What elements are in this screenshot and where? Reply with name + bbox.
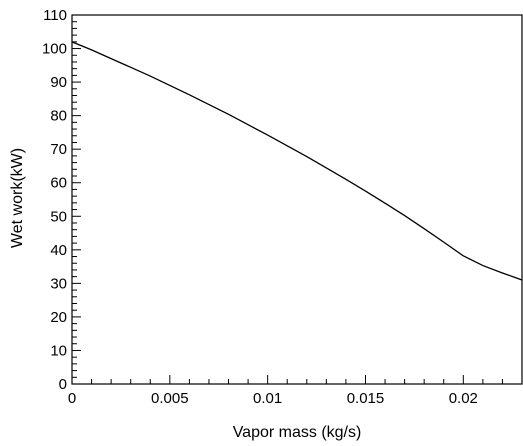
- x-tick-label: 0.02: [449, 390, 478, 407]
- x-tick-label: 0: [68, 390, 76, 407]
- x-tick-label: 0.01: [253, 390, 282, 407]
- series-line: [71, 41, 523, 281]
- y-tick-label: 50: [50, 208, 67, 225]
- y-tick-label: 10: [50, 342, 67, 359]
- y-tick-label: 60: [50, 175, 67, 192]
- y-tick-label: 90: [50, 74, 67, 91]
- x-tick-label: 0.015: [347, 390, 385, 407]
- x-axis: 0 0.005 0.01 0.015 0.02: [68, 375, 523, 407]
- x-tick-label: 0.005: [151, 390, 189, 407]
- y-tick-label: 80: [50, 108, 67, 125]
- y-tick-label: 100: [42, 41, 67, 58]
- y-axis: 0 10 20 30 40 50 60 70 80 90 100 110: [42, 7, 81, 393]
- plot-frame: [71, 14, 523, 385]
- y-axis-label: Wet work(kW): [9, 148, 26, 248]
- y-tick-label: 110: [43, 7, 67, 24]
- y-tick-label: 40: [50, 242, 67, 259]
- y-tick-label: 20: [50, 309, 67, 326]
- series-group: [71, 41, 523, 281]
- plot-area: [71, 14, 523, 385]
- y-tick-label: 70: [50, 141, 67, 158]
- y-tick-label: 0: [59, 376, 67, 393]
- y-tick-label: 30: [50, 275, 67, 292]
- x-axis-label: Vapor mass (kg/s): [233, 424, 362, 441]
